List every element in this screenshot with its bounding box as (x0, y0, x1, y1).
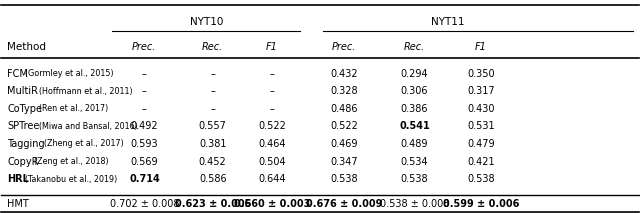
Text: 0.306: 0.306 (401, 86, 428, 96)
Text: 0.432: 0.432 (330, 69, 358, 79)
Text: 0.531: 0.531 (467, 121, 495, 131)
Text: (Zheng et al., 2017): (Zheng et al., 2017) (44, 140, 124, 148)
Text: Tagging: Tagging (7, 139, 45, 149)
Text: 0.486: 0.486 (330, 104, 358, 114)
Text: 0.469: 0.469 (330, 139, 358, 149)
Text: CoType: CoType (7, 104, 42, 114)
Text: 0.386: 0.386 (401, 104, 428, 114)
Text: 0.541: 0.541 (399, 121, 430, 131)
Text: Rec.: Rec. (404, 42, 425, 52)
Text: (Ren et al., 2017): (Ren et al., 2017) (39, 104, 108, 113)
Text: F1: F1 (266, 42, 278, 52)
Text: NYT10: NYT10 (190, 17, 223, 27)
Text: (Takanobu et al., 2019): (Takanobu et al., 2019) (25, 175, 117, 184)
Text: –: – (211, 104, 215, 114)
Text: –: – (211, 69, 215, 79)
Text: –: – (142, 104, 147, 114)
Text: 0.522: 0.522 (258, 121, 286, 131)
Text: Rec.: Rec. (202, 42, 223, 52)
Text: 0.381: 0.381 (199, 139, 227, 149)
Text: –: – (211, 86, 215, 96)
Text: HRL: HRL (7, 174, 29, 184)
Text: (Miwa and Bansal, 2016): (Miwa and Bansal, 2016) (39, 122, 138, 131)
Text: 0.593: 0.593 (131, 139, 158, 149)
Text: (Zeng et al., 2018): (Zeng et al., 2018) (34, 157, 109, 166)
Text: Prec.: Prec. (132, 42, 157, 52)
Text: 0.644: 0.644 (259, 174, 286, 184)
Text: 0.660 ± 0.003: 0.660 ± 0.003 (234, 199, 310, 209)
Text: 0.479: 0.479 (467, 139, 495, 149)
Text: Prec.: Prec. (332, 42, 356, 52)
Text: 0.492: 0.492 (131, 121, 158, 131)
Text: 0.504: 0.504 (259, 157, 286, 167)
Text: Method: Method (7, 42, 46, 52)
Text: 0.317: 0.317 (467, 86, 495, 96)
Text: 0.586: 0.586 (199, 174, 227, 184)
Text: SPTree: SPTree (7, 121, 40, 131)
Text: CopyR: CopyR (7, 157, 38, 167)
Text: 0.569: 0.569 (131, 157, 158, 167)
Text: 0.538: 0.538 (330, 174, 358, 184)
Text: –: – (142, 69, 147, 79)
Text: –: – (142, 86, 147, 96)
Text: 0.452: 0.452 (199, 157, 227, 167)
Text: F1: F1 (475, 42, 487, 52)
Text: 0.350: 0.350 (467, 69, 495, 79)
Text: 0.430: 0.430 (467, 104, 495, 114)
Text: (Gormley et al., 2015): (Gormley et al., 2015) (25, 69, 113, 78)
Text: –: – (269, 86, 275, 96)
Text: 0.538 ± 0.008: 0.538 ± 0.008 (380, 199, 449, 209)
Text: 0.557: 0.557 (199, 121, 227, 131)
Text: 0.676 ± 0.009: 0.676 ± 0.009 (306, 199, 383, 209)
Text: 0.714: 0.714 (129, 174, 160, 184)
Text: (Hoffmann et al., 2011): (Hoffmann et al., 2011) (39, 87, 132, 96)
Text: –: – (269, 104, 275, 114)
Text: 0.328: 0.328 (330, 86, 358, 96)
Text: 0.599 ± 0.006: 0.599 ± 0.006 (443, 199, 519, 209)
Text: 0.421: 0.421 (467, 157, 495, 167)
Text: 0.347: 0.347 (330, 157, 358, 167)
Text: 0.464: 0.464 (259, 139, 286, 149)
Text: –: – (269, 69, 275, 79)
Text: 0.522: 0.522 (330, 121, 358, 131)
Text: NYT11: NYT11 (431, 17, 465, 27)
Text: 0.489: 0.489 (401, 139, 428, 149)
Text: 0.538: 0.538 (401, 174, 428, 184)
Text: HMT: HMT (7, 199, 29, 209)
Text: FCM: FCM (7, 69, 28, 79)
Text: 0.538: 0.538 (467, 174, 495, 184)
Text: MultiR: MultiR (7, 86, 38, 96)
Text: 0.294: 0.294 (401, 69, 428, 79)
Text: 0.534: 0.534 (401, 157, 428, 167)
Text: 0.623 ± 0.005: 0.623 ± 0.005 (175, 199, 251, 209)
Text: 0.702 ± 0.008: 0.702 ± 0.008 (109, 199, 179, 209)
